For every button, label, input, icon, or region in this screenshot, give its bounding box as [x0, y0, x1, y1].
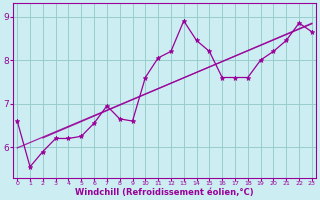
- X-axis label: Windchill (Refroidissement éolien,°C): Windchill (Refroidissement éolien,°C): [75, 188, 254, 197]
